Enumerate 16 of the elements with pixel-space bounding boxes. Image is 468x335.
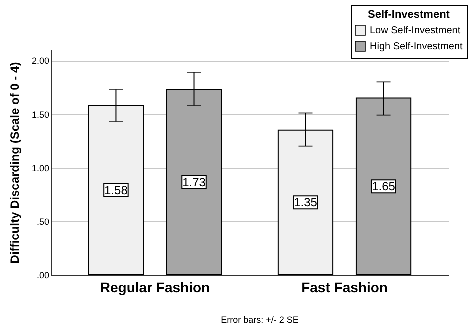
legend-label: High Self-Investment <box>370 42 464 52</box>
y-tick-label: .00 <box>36 270 50 280</box>
data-label: 1.73 <box>182 175 206 190</box>
y-tick-label: .50 <box>36 216 50 227</box>
legend-title: Self-Investment <box>368 9 450 21</box>
text: Error bars: +/- 2 SE <box>220 315 300 325</box>
data-label: 1.65 <box>372 180 396 194</box>
y-tick-label: 1.50 <box>32 110 50 120</box>
y-tick-label: 2.00 <box>32 56 50 66</box>
x-tick-label: Fast Fashion <box>302 280 388 296</box>
data-label: 1.35 <box>294 196 318 210</box>
y-axis-title: Difficulty Discarding (Scale of 0 - 4) <box>8 62 22 264</box>
data-label: 1.58 <box>104 183 128 198</box>
y-tick-label: 1.00 <box>32 163 50 174</box>
legend-label: Low Self-Investment <box>370 26 461 36</box>
x-tick-label: Regular Fashion <box>100 280 210 296</box>
